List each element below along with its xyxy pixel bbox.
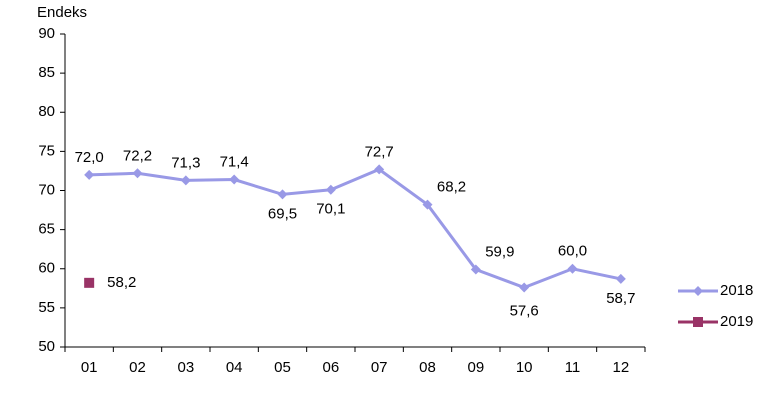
- x-tick-label: 12: [612, 359, 629, 376]
- x-tick-label: 11: [565, 359, 581, 376]
- point: [325, 184, 336, 195]
- data-label: 71,3: [171, 154, 200, 171]
- point: [567, 263, 578, 274]
- y-tick-label: 60: [38, 260, 55, 277]
- point: [374, 164, 385, 175]
- data-label: 57,6: [510, 302, 539, 319]
- point: [422, 199, 433, 210]
- legend-label: 2018: [720, 282, 753, 299]
- data-label: 72,7: [365, 143, 394, 160]
- data-label: 71,4: [220, 154, 249, 171]
- x-tick-label: 10: [516, 359, 533, 376]
- legend-marker: [693, 317, 703, 327]
- x-tick-label: 03: [177, 359, 194, 376]
- point: [519, 282, 530, 293]
- x-tick-label: 05: [274, 359, 291, 376]
- data-label: 59,9: [485, 244, 514, 261]
- legend-marker: [693, 286, 703, 296]
- data-label: 58,7: [606, 290, 635, 307]
- y-axis-label: Endeks: [37, 4, 87, 21]
- legend-label: 2019: [720, 313, 753, 330]
- y-tick-label: 70: [38, 181, 55, 198]
- x-tick-label: 04: [226, 359, 243, 376]
- point: [84, 277, 95, 288]
- y-tick-label: 90: [38, 25, 55, 42]
- point: [84, 169, 95, 180]
- x-tick-label: 01: [81, 359, 98, 376]
- data-label: 69,5: [268, 205, 297, 222]
- y-tick-label: 75: [38, 142, 55, 159]
- series-line: [89, 167, 622, 290]
- point: [470, 264, 481, 275]
- x-tick-label: 07: [371, 359, 388, 376]
- x-tick-label: 02: [129, 359, 146, 376]
- y-tick-label: 80: [38, 103, 55, 120]
- point: [615, 273, 626, 284]
- data-label: 72,0: [75, 149, 104, 166]
- point: [132, 168, 143, 179]
- y-tick-label: 85: [38, 64, 55, 81]
- point: [180, 175, 191, 186]
- x-tick-label: 06: [322, 359, 339, 376]
- point: [229, 174, 240, 185]
- data-label: 58,2: [107, 274, 136, 291]
- x-tick-label: 08: [419, 359, 436, 376]
- y-tick-label: 50: [38, 338, 55, 355]
- data-label: 60,0: [558, 243, 587, 260]
- data-label: 70,1: [316, 201, 345, 218]
- data-label: 68,2: [437, 179, 466, 196]
- x-tick-label: 09: [467, 359, 484, 376]
- point: [277, 189, 288, 200]
- y-tick-label: 55: [38, 299, 55, 316]
- data-label: 72,2: [123, 147, 152, 164]
- y-tick-label: 65: [38, 221, 55, 238]
